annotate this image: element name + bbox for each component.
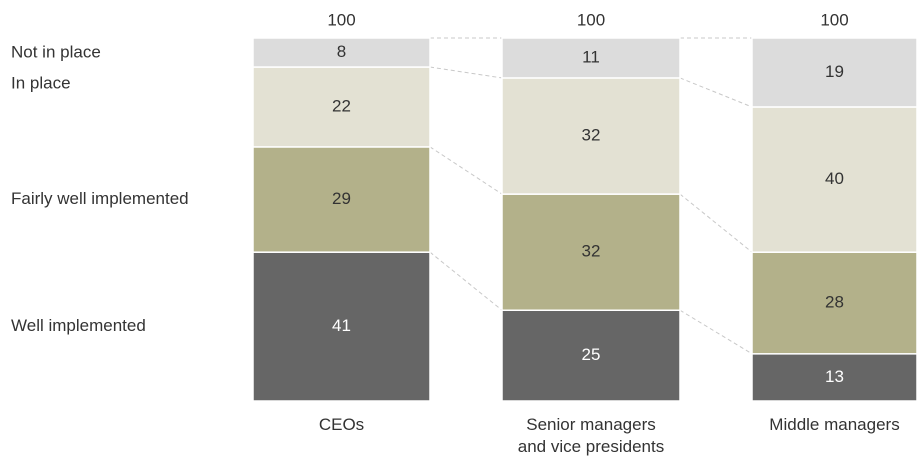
bar-segment — [252, 146, 431, 253]
value-label: 32 — [582, 242, 601, 261]
bar-segment — [751, 353, 917, 402]
connector — [429, 66, 503, 79]
value-label: 29 — [332, 189, 351, 208]
series-label: Not in place — [11, 42, 101, 61]
total-label: 100 — [820, 10, 848, 29]
value-label: 13 — [825, 367, 844, 386]
value-label: 41 — [332, 316, 351, 335]
connector — [679, 77, 753, 108]
bar-segment — [252, 37, 431, 68]
category-label: CEOs — [318, 415, 365, 434]
value-label: 28 — [825, 292, 844, 311]
total-label: 100 — [327, 10, 355, 29]
value-label: 32 — [582, 125, 601, 144]
value-label: 25 — [582, 345, 601, 364]
series-label: In place — [11, 74, 71, 93]
bar-segment — [501, 37, 681, 79]
value-label: 19 — [825, 62, 844, 81]
series-label: Fairly well implemented — [11, 189, 189, 208]
bar-segment — [751, 251, 917, 355]
value-label: 11 — [582, 47, 600, 66]
connector — [679, 309, 753, 355]
series-label: Well implemented — [11, 316, 146, 335]
bar-segment — [501, 193, 681, 311]
value-label: 8 — [337, 42, 346, 61]
bar-segment — [751, 37, 917, 108]
connector — [429, 251, 503, 311]
connector — [679, 193, 753, 253]
category-label: Middle managers — [769, 415, 900, 434]
bar-segment — [501, 309, 681, 402]
total-label: 100 — [577, 10, 605, 29]
value-label: 40 — [825, 169, 844, 188]
bar-segment — [501, 77, 681, 195]
bar-segment — [751, 106, 917, 253]
connector — [429, 146, 503, 195]
category-label: Senior managers and vice presidents — [517, 415, 665, 456]
value-label: 22 — [332, 96, 351, 115]
